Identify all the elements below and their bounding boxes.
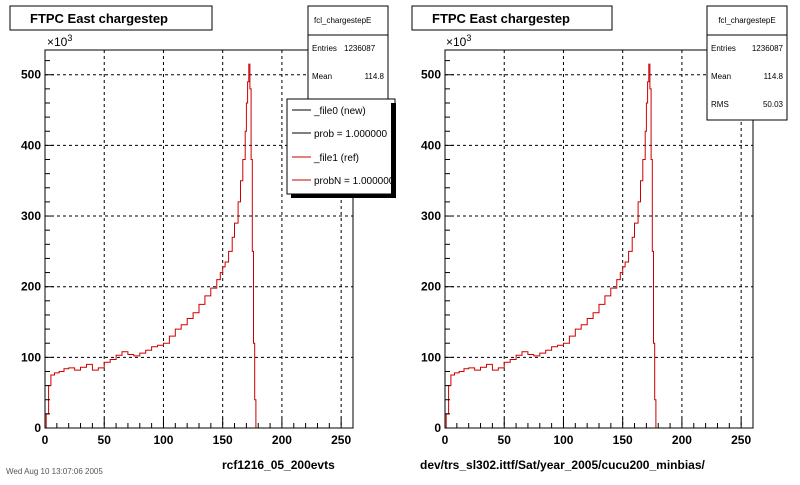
x-tick-label: 50 bbox=[98, 433, 112, 447]
x-tick-label: 250 bbox=[731, 433, 751, 447]
legend-label: probN = 1.000000 bbox=[314, 176, 395, 187]
y-tick-label: 500 bbox=[21, 68, 41, 82]
x-tick-label: 100 bbox=[553, 433, 573, 447]
series-line bbox=[45, 63, 353, 429]
x-tick-label: 200 bbox=[272, 433, 292, 447]
y-tick-label: 100 bbox=[21, 350, 41, 364]
right-chart: FTPC East chargestep ×103 0 50 100 150 200 25… bbox=[411, 5, 788, 472]
footer-label: dev/trs_sl302.ittf/Sat/year_2005/cucu200… bbox=[420, 458, 705, 472]
y-tick-label: 400 bbox=[21, 138, 41, 152]
footer-label: rcf1216_05_200evts bbox=[222, 458, 335, 472]
legend-label: _file0 (new) bbox=[313, 106, 366, 117]
y-tick-label: 100 bbox=[421, 350, 441, 364]
legend-label: prob = 1.000000 bbox=[314, 129, 388, 140]
axes: 0 50 100 150 200 250 0 100 200 300 400 500 bbox=[421, 60, 754, 447]
legend-entry: _file1 (ref) bbox=[292, 153, 359, 164]
left-pad: FTPC East chargestep ×103 0 50 100 150 200 25… bbox=[0, 0, 400, 480]
legend-entry: _file0 (new) bbox=[292, 106, 366, 117]
stats-label: Entries bbox=[312, 44, 337, 53]
y-tick-label: 200 bbox=[421, 280, 441, 294]
x-tick-label: 150 bbox=[213, 433, 233, 447]
stats-label: RMS bbox=[711, 100, 729, 109]
stats-name: fcl_chargestepE bbox=[314, 16, 371, 25]
stats-value: 1236087 bbox=[344, 44, 376, 53]
y-tick-label: 200 bbox=[21, 280, 41, 294]
timestamp: Wed Aug 10 13:07:06 2005 bbox=[6, 467, 103, 476]
right-pad: FTPC East chargestep ×103 0 50 100 150 200 25… bbox=[400, 0, 800, 480]
x-tick-label: 0 bbox=[442, 433, 449, 447]
x-tick-label: 150 bbox=[613, 433, 633, 447]
stats-box bbox=[706, 5, 788, 121]
chart-title-box bbox=[9, 5, 213, 31]
chart-title-box bbox=[411, 5, 613, 31]
x-tick-label: 250 bbox=[331, 433, 351, 447]
y-tick-label: 500 bbox=[421, 68, 441, 82]
legend-entry: probN = 1.000000 bbox=[292, 176, 395, 187]
y-exponent: ×103 bbox=[47, 33, 72, 49]
stats-label: Mean bbox=[711, 72, 731, 81]
stats-value: 1236087 bbox=[752, 44, 784, 53]
stats-value: 114.8 bbox=[764, 72, 784, 81]
chart-title: FTPC East chargestep bbox=[432, 11, 570, 26]
stats-value: 50.03 bbox=[763, 100, 784, 109]
stats-name: fcl_chargestepE bbox=[718, 16, 775, 25]
legend-shadow bbox=[291, 194, 395, 198]
y-tick-label: 400 bbox=[421, 138, 441, 152]
y-tick-label: 300 bbox=[21, 209, 41, 223]
legend-shadow bbox=[391, 103, 396, 198]
legend-label: _file1 (ref) bbox=[313, 153, 359, 164]
y-tick-label: 0 bbox=[434, 421, 441, 435]
legend-entry: prob = 1.000000 bbox=[292, 129, 388, 140]
stats-label: Entries bbox=[711, 44, 736, 53]
y-tick-label: 300 bbox=[421, 209, 441, 223]
histogram bbox=[45, 63, 353, 429]
x-tick-label: 200 bbox=[672, 433, 692, 447]
y-exponent: ×103 bbox=[446, 33, 471, 49]
legend-box bbox=[286, 98, 396, 195]
x-tick-label: 0 bbox=[42, 433, 49, 447]
x-tick-label: 100 bbox=[153, 433, 173, 447]
axes: 0 50 100 150 200 250 0 100 200 300 400 500 bbox=[21, 60, 354, 447]
chart-title: FTPC East chargestep bbox=[30, 11, 168, 26]
stats-box bbox=[307, 5, 389, 107]
x-tick-label: 50 bbox=[498, 433, 512, 447]
histogram bbox=[445, 63, 753, 429]
y-tick-label: 0 bbox=[34, 421, 41, 435]
stats-label: Mean bbox=[312, 72, 332, 81]
stats-value: 114.8 bbox=[365, 72, 385, 81]
series-line bbox=[445, 63, 753, 429]
left-chart: FTPC East chargestep ×103 0 50 100 150 200 25… bbox=[6, 5, 396, 476]
